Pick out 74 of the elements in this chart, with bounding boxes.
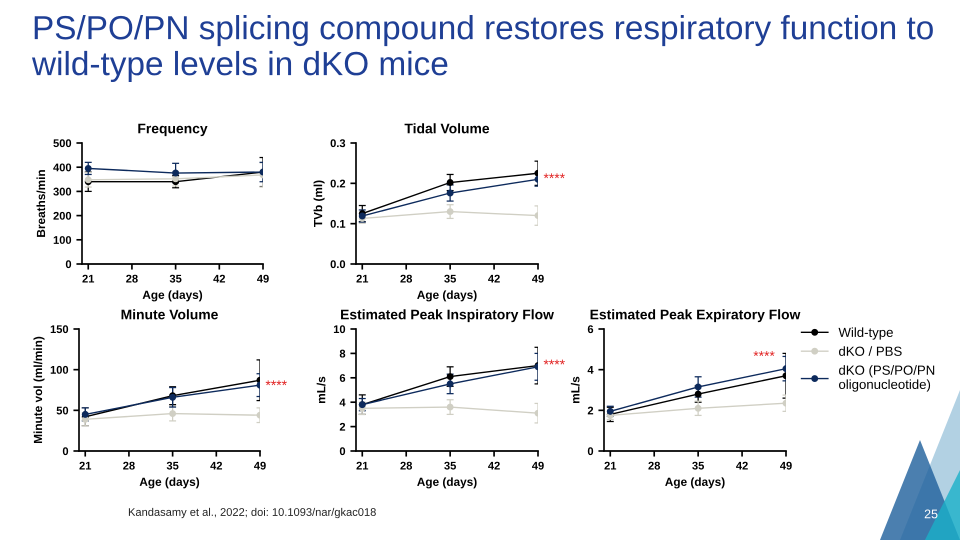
y-tick-label: 4 xyxy=(588,366,594,374)
text: **** xyxy=(544,360,565,365)
y-tick-label: 0 xyxy=(66,260,72,268)
text: PS/PO/PN splicing compound restores respiratory function to wild-type levels in dKO mice xyxy=(32,15,933,82)
y-tick-label: 400 xyxy=(53,163,72,172)
y-axis-title: TVb (ml) xyxy=(314,180,325,227)
chart-title: Estimated Peak Expiratory Flow xyxy=(590,309,800,322)
x-axis-title: Age (days) xyxy=(140,477,200,488)
x-tick-label: 42 xyxy=(213,274,226,282)
chart-title: Estimated Peak Inspiratory Flow xyxy=(341,309,554,322)
y-tick-label: 0.0 xyxy=(330,260,346,268)
y-tick-label: 0 xyxy=(340,447,346,456)
y-tick-label: 100 xyxy=(54,236,72,244)
y-axis-title: mL/s xyxy=(316,376,326,403)
y-tick-label: 0.3 xyxy=(330,139,346,148)
y-tick-label: 10 xyxy=(334,325,346,334)
x-tick-label: 21 xyxy=(604,462,616,470)
x-tick-label: 28 xyxy=(648,462,660,470)
x-tick-label: 28 xyxy=(123,462,135,470)
x-tick-label: 49 xyxy=(254,462,266,470)
y-tick-label: 200 xyxy=(53,212,72,220)
x-tick-label: 35 xyxy=(444,274,456,283)
x-tick-label: 42 xyxy=(210,462,222,470)
x-axis-title: Age (days) xyxy=(417,477,477,488)
y-tick-label: 0 xyxy=(588,447,594,456)
chart-title: Frequency xyxy=(138,124,208,136)
x-tick-label: 49 xyxy=(256,274,269,283)
x-tick-label: 49 xyxy=(532,462,544,470)
y-axis-title: Minute vol (ml/min) xyxy=(33,336,44,443)
text: 25 xyxy=(924,510,938,518)
x-axis-title: Age (days) xyxy=(142,290,202,302)
legend-label: dKO (PS/PO/PN oligonucleotide) xyxy=(839,365,934,392)
y-tick-label: 6 xyxy=(588,325,594,334)
x-axis-title: Age (days) xyxy=(665,477,725,488)
y-tick-label: 8 xyxy=(340,350,346,358)
x-tick-label: 21 xyxy=(82,274,94,282)
legend-label: Wild-type xyxy=(838,327,893,340)
x-tick-label: 28 xyxy=(400,462,412,470)
text: **** xyxy=(266,380,287,386)
chart-title: Tidal Volume xyxy=(404,123,490,134)
y-tick-label: 0.2 xyxy=(330,180,346,188)
text: **** xyxy=(544,173,565,178)
x-tick-label: 49 xyxy=(780,462,792,470)
x-tick-label: 35 xyxy=(170,274,182,283)
y-tick-label: 0.1 xyxy=(330,220,346,228)
y-tick-label: 0 xyxy=(62,447,68,456)
y-tick-label: 500 xyxy=(53,139,72,148)
y-tick-label: 150 xyxy=(50,325,68,334)
legend-label: dKO / PBS xyxy=(839,346,902,356)
x-tick-label: 35 xyxy=(444,462,456,470)
x-tick-label: 42 xyxy=(736,462,748,470)
y-tick-label: 100 xyxy=(50,366,68,374)
x-tick-label: 21 xyxy=(356,274,368,282)
chart-title: Minute Volume xyxy=(122,309,218,320)
x-tick-label: 28 xyxy=(400,274,412,283)
y-tick-label: 4 xyxy=(340,398,346,406)
y-tick-label: 300 xyxy=(53,188,72,196)
x-tick-label: 28 xyxy=(126,274,138,283)
x-tick-label: 35 xyxy=(166,462,178,470)
x-tick-label: 21 xyxy=(356,462,368,470)
y-tick-label: 50 xyxy=(56,406,68,414)
x-tick-label: 42 xyxy=(488,274,500,282)
y-axis-title: mL/s xyxy=(570,376,580,403)
x-axis-title: Age (days) xyxy=(417,290,477,302)
x-tick-label: 49 xyxy=(532,274,544,283)
annotation: **** xyxy=(753,351,775,356)
y-axis-title: Breaths/min xyxy=(36,170,46,237)
y-tick-label: 2 xyxy=(588,406,594,414)
x-tick-label: 42 xyxy=(488,462,500,470)
x-tick-label: 35 xyxy=(692,462,704,470)
y-tick-label: 2 xyxy=(340,422,346,431)
x-tick-label: 21 xyxy=(79,462,92,470)
y-tick-label: 6 xyxy=(340,374,346,382)
text: Kandasamy et al., 2022; doi: 10.1093/nar/gkac018 xyxy=(128,508,376,518)
